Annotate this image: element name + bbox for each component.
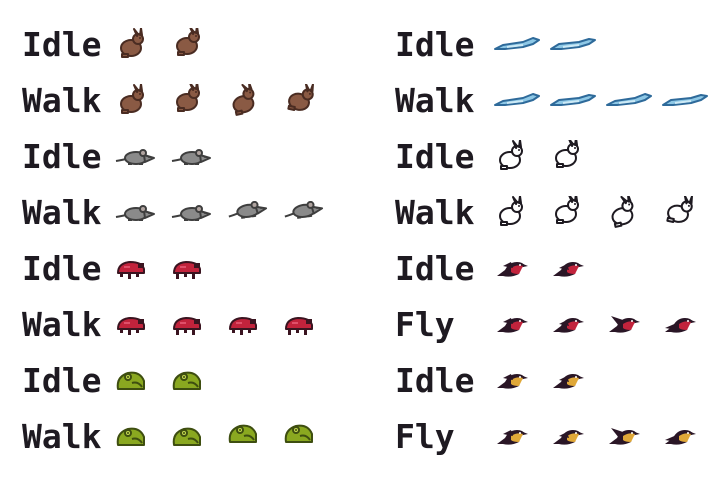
yellow-bird-idle-row: Idle <box>395 352 717 408</box>
beetle-sprite-icon <box>170 248 226 288</box>
fish-sprite-icon <box>493 80 549 120</box>
red-bird-sprite-icon <box>661 304 717 344</box>
red-bird-sprite-icon <box>493 248 549 288</box>
rat-walk-row: Walk <box>22 184 338 240</box>
rabbit-sprite-icon <box>114 80 170 120</box>
frame-strip <box>114 80 338 120</box>
animation-label: Idle <box>22 248 102 288</box>
frame-strip <box>493 416 717 456</box>
beetle-sprite-icon <box>170 304 226 344</box>
frog-idle-row: Idle <box>22 352 338 408</box>
fish-sprite-icon <box>549 24 605 64</box>
animation-label: Idle <box>395 248 475 288</box>
red-bird-sprite-icon <box>549 248 605 288</box>
yellow-bird-sprite-icon <box>605 416 661 456</box>
yellow-bird-sprite-icon <box>549 360 605 400</box>
ghost-rabbit-sprite-icon <box>493 192 549 232</box>
frog-walk-row: Walk <box>22 408 338 464</box>
rabbit-sprite-icon <box>114 24 170 64</box>
animation-label: Idle <box>395 136 475 176</box>
frame-strip <box>493 24 605 64</box>
frog-sprite-icon <box>282 416 338 456</box>
yellow-bird-sprite-icon <box>661 416 717 456</box>
frame-strip <box>493 80 717 120</box>
red-bird-sprite-icon <box>605 304 661 344</box>
frame-strip <box>493 192 717 232</box>
beetle-sprite-icon <box>226 304 282 344</box>
frame-strip <box>114 416 338 456</box>
frog-sprite-icon <box>114 360 170 400</box>
frog-sprite-icon <box>170 416 226 456</box>
animation-label: Fly <box>395 304 455 344</box>
frog-sprite-icon <box>170 360 226 400</box>
animation-label: Idle <box>22 360 102 400</box>
left-column: Idle Walk <box>22 16 338 464</box>
rat-sprite-icon <box>114 192 170 232</box>
animation-label: Walk <box>22 80 102 120</box>
animation-label: Walk <box>22 416 102 456</box>
rabbit-walk-row: Walk <box>22 72 338 128</box>
beetle-idle-row: Idle <box>22 240 338 296</box>
rabbit-sprite-icon <box>282 80 338 120</box>
rat-sprite-icon <box>170 136 226 176</box>
rabbit-sprite-icon <box>170 80 226 120</box>
rat-sprite-icon <box>114 136 170 176</box>
frame-strip <box>114 248 226 288</box>
animation-label: Idle <box>395 360 475 400</box>
red-bird-fly-row: Fly <box>395 296 717 352</box>
animation-label: Walk <box>22 192 102 232</box>
rat-sprite-icon <box>170 192 226 232</box>
rabbit-sprite-icon <box>170 24 226 64</box>
fish-walk-row: Walk <box>395 72 717 128</box>
right-column: Idle Walk Idle <box>395 16 717 464</box>
ghost-rabbit-sprite-icon <box>661 192 717 232</box>
frame-strip <box>114 192 338 232</box>
yellow-bird-sprite-icon <box>493 360 549 400</box>
ghost-rabbit-sprite-icon <box>605 192 661 232</box>
frame-strip <box>114 360 226 400</box>
animation-label: Walk <box>22 304 102 344</box>
frame-strip <box>493 304 717 344</box>
frame-strip <box>493 360 605 400</box>
frog-sprite-icon <box>114 416 170 456</box>
animation-label: Idle <box>22 24 102 64</box>
rat-sprite-icon <box>226 192 282 232</box>
rat-sprite-icon <box>282 192 338 232</box>
fish-sprite-icon <box>549 80 605 120</box>
animation-label: Walk <box>395 80 475 120</box>
ghost-rabbit-sprite-icon <box>493 136 549 176</box>
fish-sprite-icon <box>493 24 549 64</box>
animation-label: Fly <box>395 416 455 456</box>
animation-label: Walk <box>395 192 475 232</box>
ghost-rabbit-sprite-icon <box>549 192 605 232</box>
fish-sprite-icon <box>605 80 661 120</box>
beetle-walk-row: Walk <box>22 296 338 352</box>
red-bird-sprite-icon <box>549 304 605 344</box>
beetle-sprite-icon <box>282 304 338 344</box>
ghost-rabbit-walk-row: Walk <box>395 184 717 240</box>
animation-label: Idle <box>22 136 102 176</box>
ghost-rabbit-idle-row: Idle <box>395 128 717 184</box>
beetle-sprite-icon <box>114 248 170 288</box>
ghost-rabbit-sprite-icon <box>549 136 605 176</box>
yellow-bird-fly-row: Fly <box>395 408 717 464</box>
frame-strip <box>114 136 226 176</box>
fish-sprite-icon <box>661 80 717 120</box>
rat-idle-row: Idle <box>22 128 338 184</box>
red-bird-idle-row: Idle <box>395 240 717 296</box>
animation-label: Idle <box>395 24 475 64</box>
frame-strip <box>114 304 338 344</box>
frame-strip <box>114 24 226 64</box>
frame-strip <box>493 136 605 176</box>
rabbit-idle-row: Idle <box>22 16 338 72</box>
frame-strip <box>493 248 605 288</box>
rabbit-sprite-icon <box>226 80 282 120</box>
beetle-sprite-icon <box>114 304 170 344</box>
yellow-bird-sprite-icon <box>549 416 605 456</box>
yellow-bird-sprite-icon <box>493 416 549 456</box>
fish-idle-row: Idle <box>395 16 717 72</box>
frog-sprite-icon <box>226 416 282 456</box>
red-bird-sprite-icon <box>493 304 549 344</box>
